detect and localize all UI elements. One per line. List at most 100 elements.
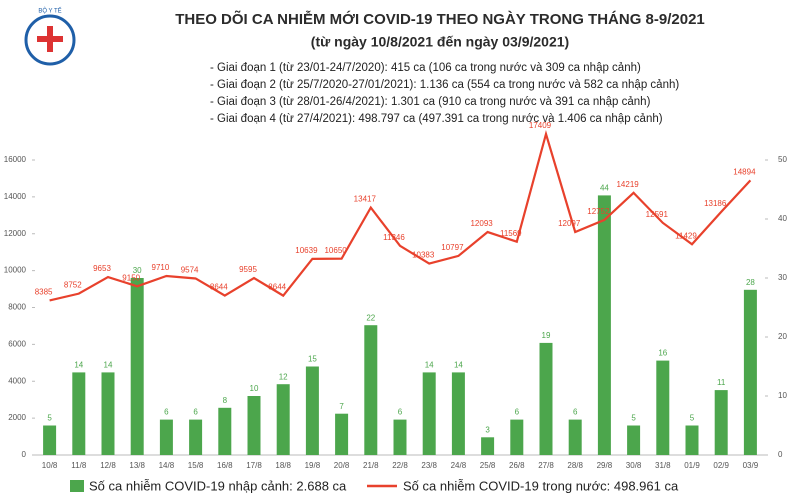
bar-value-label: 28 (746, 278, 755, 287)
line-value-label: 9150 (122, 273, 140, 282)
logo-text: BỘ Y TẾ (38, 8, 61, 15)
bar (393, 419, 407, 455)
note: - Giai đoạn 2 (từ 25/7/2020-27/01/2021):… (210, 79, 679, 91)
line-value-label: 8644 (268, 283, 286, 292)
line-value-label: 9574 (181, 266, 199, 275)
bar (72, 372, 86, 455)
line-value-label: 8385 (35, 288, 53, 297)
line-value-label: 10797 (441, 243, 464, 252)
bar-value-label: 14 (454, 361, 463, 370)
line-value-label: 9710 (152, 263, 170, 272)
bar-value-label: 14 (104, 361, 113, 370)
bar (101, 372, 115, 455)
bar-value-label: 7 (339, 402, 344, 411)
bar (335, 413, 349, 455)
x-tick-label: 27/8 (538, 461, 554, 470)
line-value-label: 13186 (704, 199, 727, 208)
line-value-label: 11346 (383, 233, 405, 242)
y2-tick-label: 20 (778, 332, 787, 341)
bar-value-label: 5 (47, 414, 52, 423)
line-value-label: 11429 (675, 231, 697, 240)
bar (656, 360, 670, 455)
bar-value-label: 6 (164, 408, 169, 417)
bar-value-label: 44 (600, 184, 609, 193)
y-tick-label: 16000 (4, 155, 27, 164)
line-value-label: 12097 (558, 219, 581, 228)
x-tick-label: 30/8 (626, 461, 642, 470)
bar-value-label: 22 (366, 313, 375, 322)
bar (43, 425, 57, 455)
y2-tick-label: 0 (778, 450, 783, 459)
x-tick-label: 31/8 (655, 461, 671, 470)
line-value-label: 9595 (239, 265, 257, 274)
x-tick-label: 03/9 (743, 461, 759, 470)
x-tick-label: 18/8 (275, 461, 291, 470)
bar-value-label: 12 (279, 372, 288, 381)
bar-value-label: 16 (658, 349, 667, 358)
logo: BỘ Y TẾ (24, 8, 76, 66)
legend-label: Số ca nhiễm COVID-19 trong nước: 498.961… (403, 478, 679, 493)
x-tick-label: 16/8 (217, 461, 233, 470)
line-value-label: 13417 (354, 195, 377, 204)
x-tick-label: 15/8 (188, 461, 204, 470)
note: - Giai đoạn 3 (từ 28/01-26/4/2021): 1.30… (210, 96, 651, 108)
bar (159, 419, 173, 455)
y-tick-label: 4000 (8, 376, 26, 385)
bar (597, 195, 611, 455)
bar-value-label: 8 (223, 396, 228, 405)
line-value-label: 17409 (529, 121, 552, 130)
bar-value-label: 10 (250, 384, 259, 393)
x-tick-label: 21/8 (363, 461, 379, 470)
bar (305, 366, 319, 455)
x-tick-label: 10/8 (42, 461, 58, 470)
x-tick-label: 23/8 (421, 461, 437, 470)
x-tick-label: 11/8 (71, 461, 87, 470)
x-tick-label: 13/8 (129, 461, 145, 470)
note: - Giai đoạn 1 (từ 23/01-24/7/2020): 415 … (210, 62, 641, 74)
y2-tick-label: 50 (778, 155, 787, 164)
legend-swatch (70, 480, 84, 492)
bar-value-label: 30 (133, 266, 142, 275)
x-tick-label: 01/9 (684, 461, 700, 470)
bar-value-label: 5 (631, 414, 636, 423)
chart-title: THEO DÕI CA NHIỄM MỚI COVID-19 THEO NGÀY… (175, 10, 705, 28)
line-value-label: 12591 (646, 210, 669, 219)
bar (714, 390, 728, 455)
bar (510, 419, 524, 455)
x-tick-label: 26/8 (509, 461, 525, 470)
bar (568, 419, 582, 455)
bar-value-label: 14 (425, 361, 434, 370)
bar-value-label: 6 (398, 408, 403, 417)
y2-tick-label: 10 (778, 391, 787, 400)
line-value-label: 10639 (295, 246, 318, 255)
bar (276, 384, 290, 455)
x-tick-label: 20/8 (334, 461, 350, 470)
bar (481, 437, 495, 455)
bar (539, 342, 553, 455)
bar (451, 372, 465, 455)
x-tick-label: 14/8 (159, 461, 175, 470)
x-tick-label: 19/8 (305, 461, 321, 470)
y-tick-label: 10000 (4, 266, 27, 275)
x-tick-label: 28/8 (567, 461, 583, 470)
bar-value-label: 11 (717, 378, 726, 387)
y-tick-label: 6000 (8, 339, 26, 348)
bar (685, 425, 699, 455)
x-tick-label: 22/8 (392, 461, 408, 470)
bar-value-label: 6 (515, 408, 520, 417)
bar (218, 407, 232, 455)
bar-value-label: 19 (542, 331, 551, 340)
line-value-label: 11569 (500, 229, 522, 238)
y-tick-label: 8000 (8, 303, 26, 312)
x-tick-label: 17/8 (246, 461, 262, 470)
y2-tick-label: 40 (778, 214, 787, 223)
bar (130, 278, 144, 455)
bar-value-label: 14 (74, 361, 83, 370)
logo-cross (37, 36, 63, 42)
bar (627, 425, 641, 455)
bar (189, 419, 203, 455)
line-value-label: 8752 (64, 281, 82, 290)
y-tick-label: 2000 (8, 413, 26, 422)
y-tick-label: 0 (22, 450, 27, 459)
